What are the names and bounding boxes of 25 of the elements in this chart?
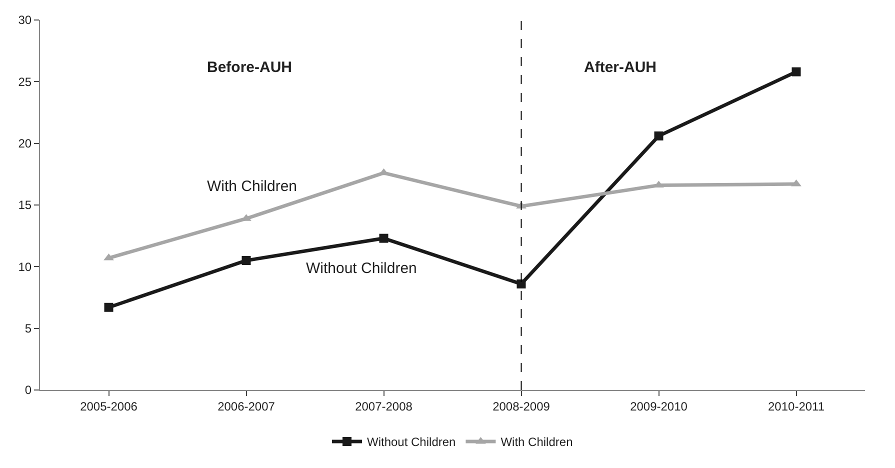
point xyxy=(516,279,526,288)
point xyxy=(792,67,801,76)
y-tick-label: 30 xyxy=(18,13,32,28)
legend-label: With Children xyxy=(500,435,573,450)
x-tick-label: 2009-2010 xyxy=(630,399,688,414)
x-tick-label: 2006-2007 xyxy=(218,399,276,414)
point xyxy=(242,256,251,265)
x-tick-label: 2007-2008 xyxy=(355,399,413,414)
y-tick-label: 0 xyxy=(24,383,32,398)
x-tick-label: 2005-2006 xyxy=(80,399,138,414)
y-tick-label: 15 xyxy=(18,198,32,212)
annotation: Before-AUH xyxy=(207,59,292,76)
y-tick-label: 5 xyxy=(24,322,32,336)
x-tick-label: 2010-2011 xyxy=(768,399,825,414)
annotation: After-AUH xyxy=(584,59,656,76)
point xyxy=(104,302,114,312)
point xyxy=(379,234,388,243)
y-tick-label: 25 xyxy=(18,74,32,89)
point xyxy=(654,131,664,140)
x-tick-label: 2008-2009 xyxy=(492,399,550,414)
y-tick-label: 10 xyxy=(18,260,32,274)
legend-label: Without Children xyxy=(367,435,456,450)
y-tick-label: 20 xyxy=(18,136,32,151)
annotation: Without Children xyxy=(306,260,417,277)
annotation: With Children xyxy=(207,178,298,195)
